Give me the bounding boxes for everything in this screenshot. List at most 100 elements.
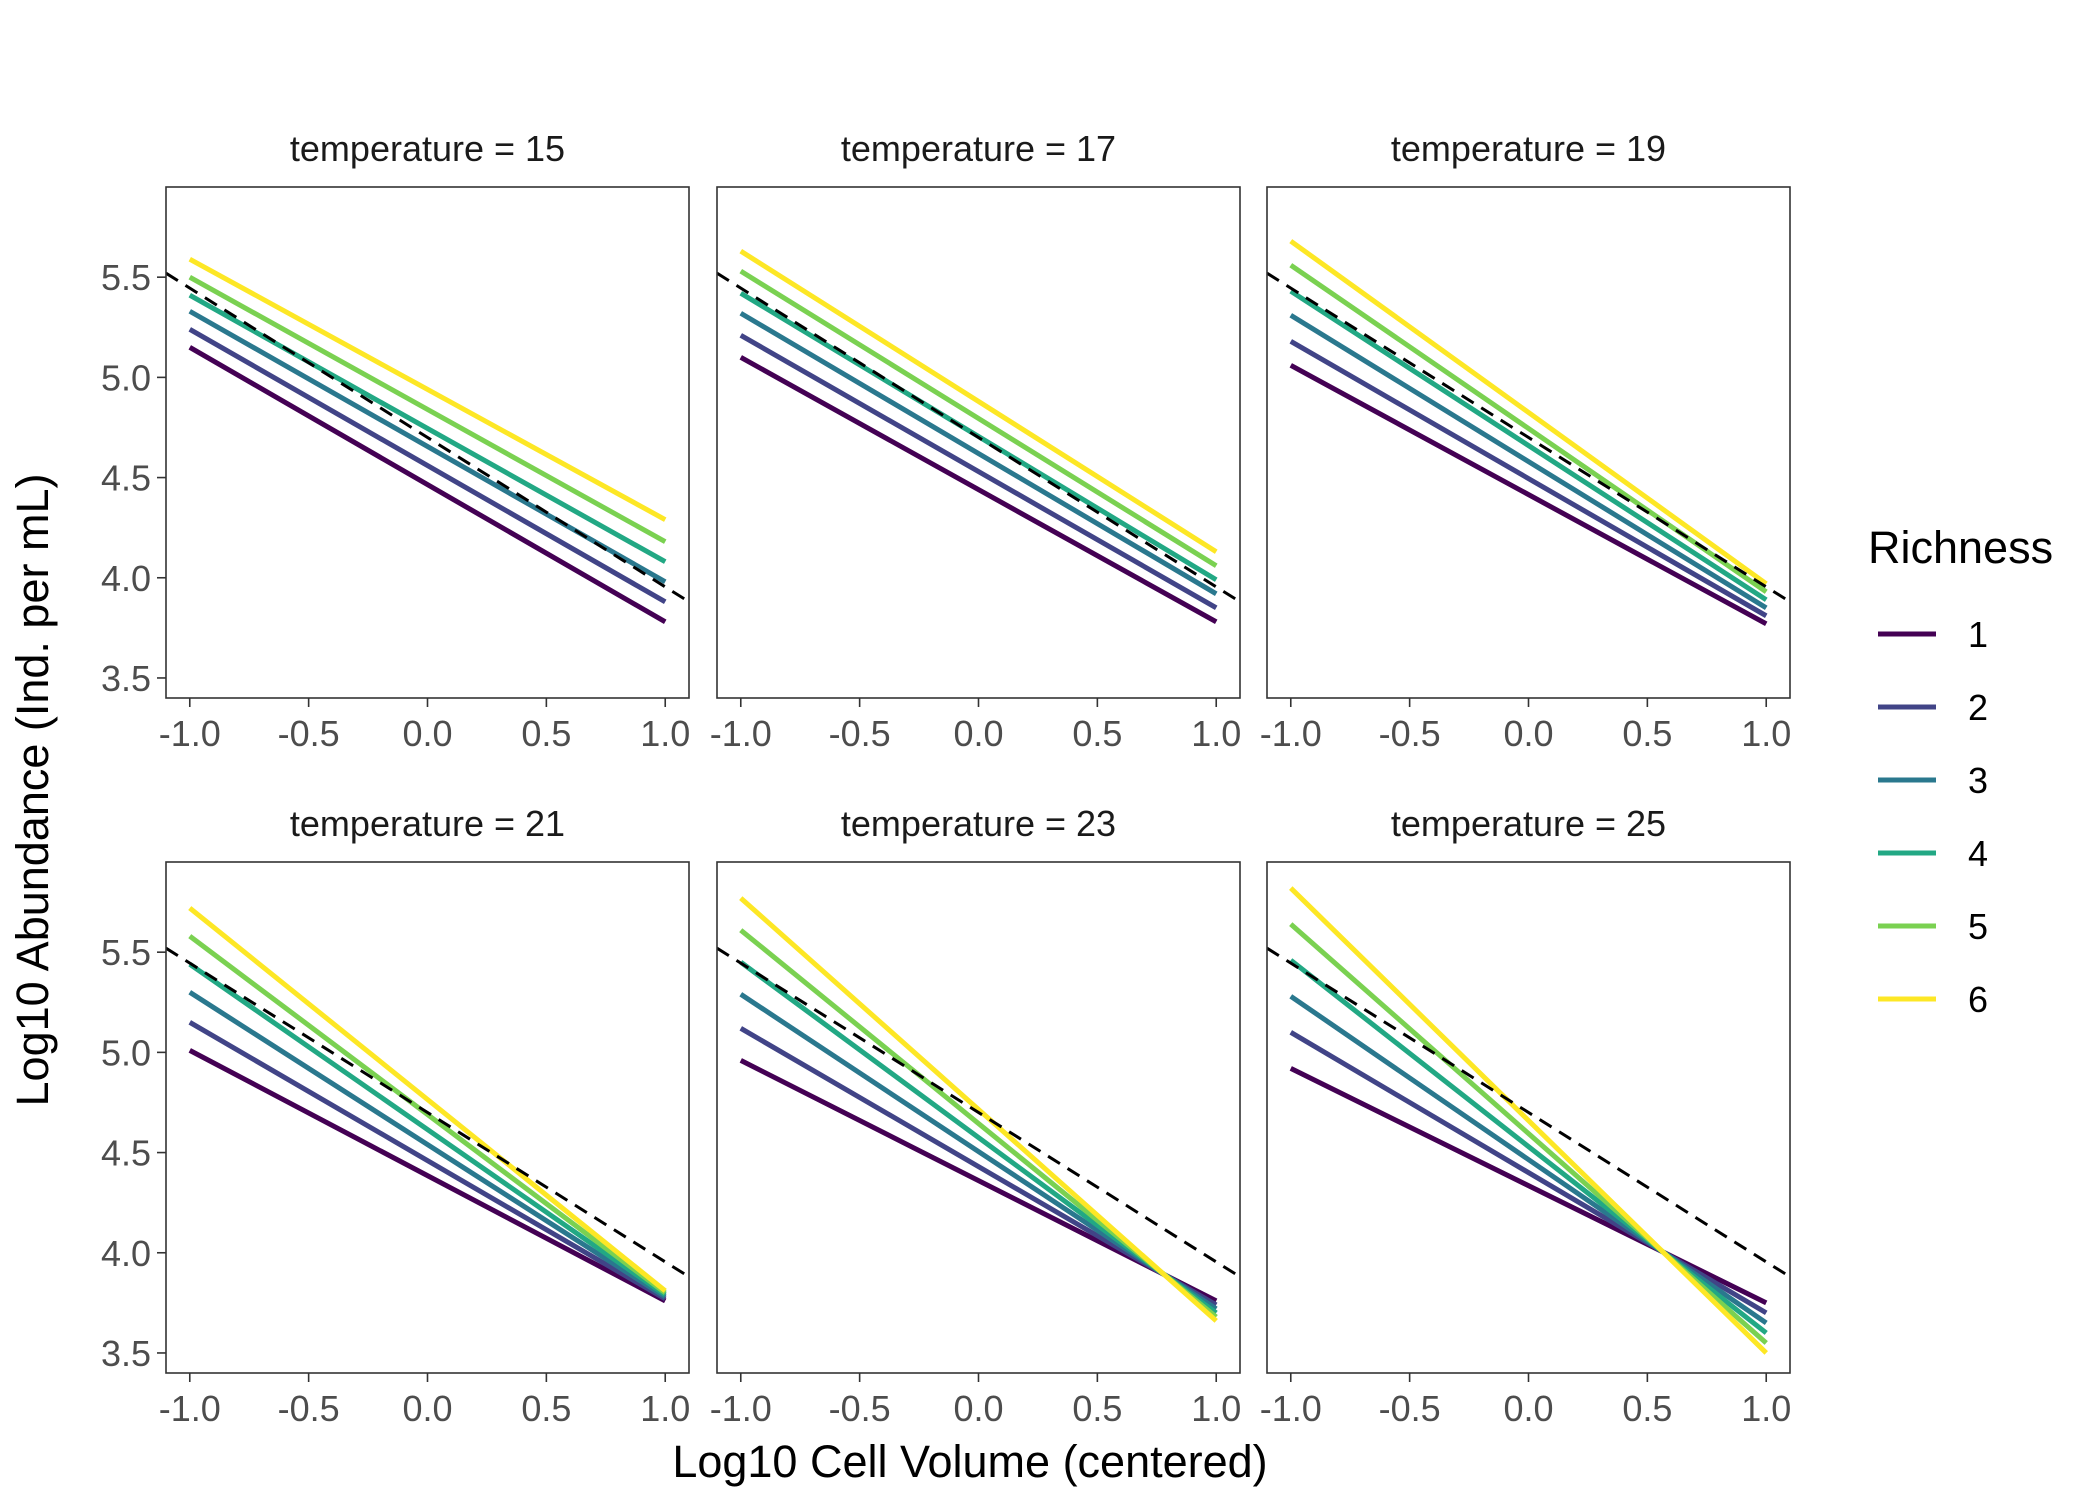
panel-1: temperature = 15 -1.0 -0.5 0.0 0.5 1.0 3.5 4.0 4… (101, 128, 690, 754)
reference-dashed-line (1267, 271, 1790, 604)
legend-item-2: 2 (1878, 687, 1988, 728)
panel-title: temperature = 21 (290, 803, 565, 844)
legend-item-5: 5 (1878, 906, 1988, 947)
y-tick-label: 3.5 (101, 658, 151, 699)
x-tick-label: 0.5 (1622, 713, 1672, 754)
x-tick-label: 0.0 (1503, 713, 1553, 754)
reference-dashed-line (717, 946, 1240, 1279)
panel-title: temperature = 19 (1391, 128, 1666, 169)
x-tick-label: 1.0 (1191, 713, 1241, 754)
reference-dashed-line (1267, 946, 1790, 1279)
panel-5: temperature = 23 -1.0 -0.5 0.0 0.5 1.0 (710, 803, 1242, 1429)
series-line-richness-2 (739, 333, 1218, 610)
legend-label: 1 (1968, 614, 1988, 655)
series-line-richness-1 (188, 345, 667, 625)
legend-item-3: 3 (1878, 760, 1988, 801)
series-line-richness-6 (1289, 886, 1768, 1355)
x-tick-label: -1.0 (710, 1388, 772, 1429)
series-line-richness-2 (188, 327, 667, 604)
panel-3: temperature = 19 -1.0 -0.5 0.0 0.5 1.0 (1260, 128, 1792, 754)
x-tick-label: 1.0 (1741, 1388, 1791, 1429)
x-tick-label: 0.0 (953, 713, 1003, 754)
legend-label: 2 (1968, 687, 1988, 728)
series-line-richness-5 (739, 269, 1218, 568)
x-tick-label: -0.5 (829, 713, 891, 754)
series-group (1267, 886, 1790, 1355)
panel-4: temperature = 21 -1.0 -0.5 0.0 0.5 1.0 3.5 4.0 4… (101, 803, 690, 1429)
y-tick-label: 3.5 (101, 1333, 151, 1374)
series-group (717, 249, 1240, 625)
legend-title: Richness (1868, 522, 2053, 573)
x-tick-label: -1.0 (1260, 713, 1322, 754)
panel-border (1266, 186, 1791, 699)
series-line-richness-1 (1289, 1066, 1768, 1306)
series-line-richness-1 (1289, 363, 1768, 627)
x-tick-label: -0.5 (829, 1388, 891, 1429)
panel-title: temperature = 15 (290, 128, 565, 169)
series-line-richness-4 (188, 962, 667, 1297)
series-line-richness-4 (188, 293, 667, 564)
reference-dashed-line (166, 946, 689, 1279)
x-tick-label: 0.5 (1072, 1388, 1122, 1429)
y-tick-label: 4.0 (101, 558, 151, 599)
series-group (1267, 239, 1790, 627)
series-line-richness-2 (188, 1020, 667, 1302)
panel-title: temperature = 17 (841, 128, 1116, 169)
series-line-richness-4 (1289, 289, 1768, 602)
y-tick-label: 5.5 (101, 257, 151, 298)
series-line-richness-6 (739, 249, 1218, 554)
series-line-richness-2 (1289, 339, 1768, 619)
y-tick-label: 4.5 (101, 458, 151, 499)
panel-title: temperature = 23 (841, 803, 1116, 844)
series-line-richness-5 (188, 934, 667, 1295)
series-line-richness-3 (1289, 313, 1768, 610)
x-tick-label: 0.5 (521, 1388, 571, 1429)
y-tick-label: 5.0 (101, 1032, 151, 1073)
legend-label: 5 (1968, 906, 1988, 947)
series-line-richness-3 (188, 309, 667, 584)
series-line-richness-2 (1289, 1030, 1768, 1316)
legend-item-4: 4 (1878, 833, 1988, 874)
reference-dashed-line (166, 271, 689, 604)
panel-2: temperature = 17 -1.0 -0.5 0.0 0.5 1.0 (710, 128, 1242, 754)
series-line-richness-5 (188, 274, 667, 544)
x-tick-label: 1.0 (1191, 1388, 1241, 1429)
series-line-richness-6 (188, 256, 667, 522)
series-group (717, 896, 1240, 1323)
x-tick-label: -0.5 (1379, 713, 1441, 754)
x-tick-label: -1.0 (1260, 1388, 1322, 1429)
legend-label: 6 (1968, 979, 1988, 1020)
panel-6: temperature = 25 -1.0 -0.5 0.0 0.5 1.0 (1260, 803, 1792, 1429)
series-line-richness-6 (188, 906, 667, 1293)
x-tick-label: 0.5 (1622, 1388, 1672, 1429)
x-axis-title: Log10 Cell Volume (centered) (672, 1436, 1267, 1487)
series-group (166, 256, 689, 625)
y-tick-label: 4.5 (101, 1133, 151, 1174)
x-tick-label: -0.5 (278, 713, 340, 754)
x-tick-label: 0.0 (953, 1388, 1003, 1429)
y-tick-label: 5.5 (101, 932, 151, 973)
series-group (166, 906, 689, 1304)
x-tick-label: -1.0 (710, 713, 772, 754)
series-line-richness-3 (188, 990, 667, 1299)
x-tick-label: 1.0 (640, 1388, 690, 1429)
y-axis-title: Log10 Abundance (Ind. per mL) (7, 474, 58, 1107)
x-tick-label: 0.0 (402, 713, 452, 754)
series-line-richness-1 (739, 355, 1218, 625)
series-line-richness-3 (739, 311, 1218, 596)
x-tick-label: 1.0 (640, 713, 690, 754)
x-tick-label: 0.5 (1072, 713, 1122, 754)
y-tick-label: 4.0 (101, 1233, 151, 1274)
legend: 1 2 3 4 5 6 (1878, 614, 1988, 1020)
series-line-richness-5 (1289, 263, 1768, 594)
x-tick-label: 1.0 (1741, 713, 1791, 754)
legend-label: 3 (1968, 760, 1988, 801)
reference-dashed-line (717, 271, 1240, 604)
series-line-richness-1 (188, 1048, 667, 1304)
panel-border (165, 186, 690, 699)
x-tick-label: 0.5 (521, 713, 571, 754)
x-tick-label: 0.0 (402, 1388, 452, 1429)
panels: temperature = 15 -1.0 -0.5 0.0 0.5 1.0 3.5 4.0 4… (101, 128, 1791, 1429)
x-tick-label: -0.5 (278, 1388, 340, 1429)
